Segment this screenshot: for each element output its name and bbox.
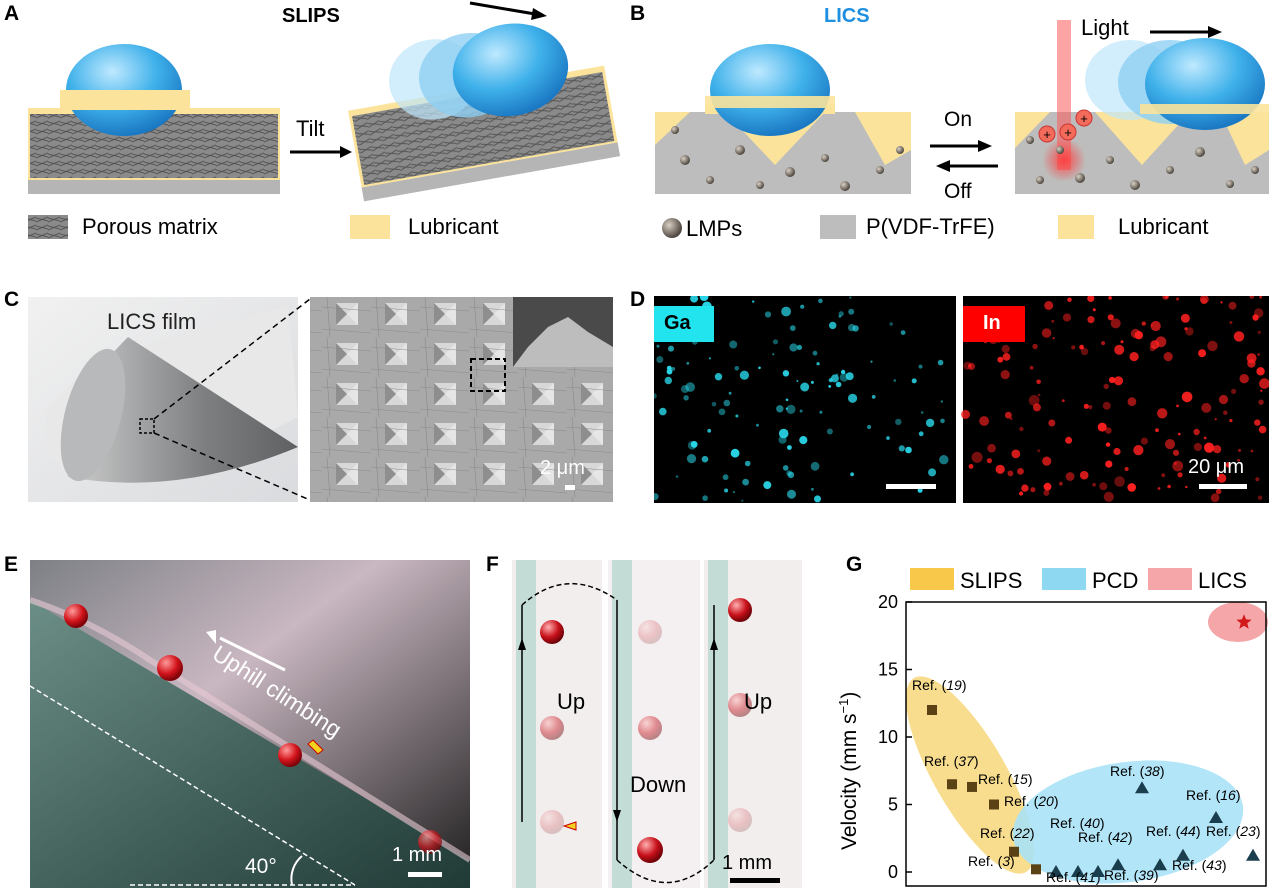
marker-lics-star [1236, 614, 1252, 629]
marker-pcd-0 [1135, 781, 1149, 794]
ref-label-16: Ref. (16) [1186, 787, 1240, 803]
tilt-label: Tilt [296, 116, 325, 141]
marker-slips-0 [927, 705, 937, 715]
plot-frame [905, 601, 1267, 887]
ref-label-38: Ref. (38) [1110, 763, 1164, 779]
velocity-chart: 0 5 10 15 20 Ref. (19) Ref. (37)Ref. (15) Ref. … [878, 592, 1268, 887]
ref-label-42: Ref. (42) [1078, 829, 1132, 845]
legend-lmps: LMPs [686, 216, 743, 241]
pcd-cluster [1012, 760, 1244, 884]
ref-label-39: Ref. (39) [1104, 867, 1158, 883]
down-label: Down [630, 772, 687, 797]
slips-cluster [905, 676, 1035, 874]
marker-pcd-2 [1176, 848, 1190, 861]
scale-bar-e: 1 mm [392, 844, 442, 866]
legend-lics: LICS [1198, 568, 1247, 593]
svg-text:+: + [1064, 125, 1072, 140]
marker-slips-2 [967, 781, 977, 792]
marker-pcd-4 [1111, 858, 1125, 871]
marker-slips-1 [947, 779, 957, 790]
ref-label-37: Ref. (37) [924, 753, 978, 769]
panel-label-f: F [486, 553, 499, 576]
lics-droplet-right [1145, 38, 1265, 130]
slips-droplet-right [452, 23, 569, 117]
panel-label-c: C [4, 288, 20, 311]
ref-label-43: Ref. (43) [1172, 857, 1226, 873]
panel-label-g: G [846, 553, 863, 576]
porous-matrix-icon [28, 215, 68, 239]
legend-slips-swatch [910, 568, 954, 590]
slips-title: SLIPS [282, 5, 340, 27]
angle-label: 40° [245, 855, 277, 878]
eds-maps [654, 296, 1269, 503]
legend-slips: SLIPS [960, 568, 1023, 593]
lics-film-photo [28, 297, 613, 502]
lics-title: LICS [824, 5, 870, 27]
panel-label-d: D [630, 288, 646, 311]
legend-pvdf: P(VDF-TrFE) [866, 214, 995, 239]
ga-label: Ga [664, 312, 691, 334]
up-label-1: Up [557, 689, 586, 714]
y-tick-label-15: 15 [878, 660, 898, 680]
in-badge [963, 306, 1025, 342]
climbing-sequence-photo [512, 560, 802, 888]
ref-label-44: Ref. (44) [1146, 823, 1200, 839]
lubricant-icon-a [350, 215, 390, 239]
lics-film-label: LICS film [107, 309, 197, 334]
scale-bar-c: 2 μm [540, 457, 585, 479]
legend-pcd-swatch [1042, 568, 1086, 590]
scale-bar-f: 1 mm [722, 852, 772, 874]
pvdf-icon [820, 215, 856, 239]
legend-lubricant-a: Lubricant [408, 214, 499, 239]
on-label: On [944, 108, 973, 131]
y-tick-label-10: 10 [878, 727, 898, 747]
marker-slips-3 [989, 799, 999, 810]
ref-label-40: Ref. (40) [1050, 815, 1104, 831]
marker-pcd-1 [1209, 811, 1223, 823]
ref-label-19: Ref. (19) [912, 677, 966, 693]
ref-label-22: Ref. (22) [980, 825, 1034, 841]
slips-schematic [28, 1, 621, 239]
ref-label-3: Ref. (3) [968, 853, 1015, 869]
y-tick-label-5: 5 [888, 795, 898, 815]
y-tick-label-0: 0 [888, 862, 898, 882]
marker-slips-5 [1031, 864, 1041, 875]
legend-lubricant-b: Lubricant [1118, 214, 1209, 239]
marker-pcd-8 [1091, 865, 1105, 877]
panel-label-e: E [4, 553, 19, 576]
legend-porous-matrix: Porous matrix [82, 214, 218, 239]
legend-pcd: PCD [1092, 568, 1139, 593]
off-label: Off [944, 180, 972, 203]
uphill-photo [30, 560, 470, 888]
ga-badge [654, 306, 714, 342]
ref-label-15: Ref. (15) [978, 771, 1032, 787]
svg-text:+: + [1043, 127, 1051, 142]
ref-label-20: Ref. (20) [1004, 793, 1058, 809]
in-label: In [983, 312, 1001, 334]
y-tick-label-20: 20 [878, 592, 898, 612]
up-label-2: Up [744, 689, 773, 714]
light-label: Light [1081, 15, 1129, 40]
lubricant-icon-b [1058, 215, 1094, 239]
lics-cluster [1208, 602, 1268, 642]
lics-schematic: + + + [655, 20, 1269, 239]
marker-pcd-6 [1049, 865, 1063, 877]
marker-pcd-7 [1071, 865, 1085, 877]
panel-label-a: A [4, 2, 20, 25]
scale-bar-d: 20 μm [1188, 456, 1244, 478]
marker-pcd-5 [1153, 858, 1167, 871]
ref-label-23: Ref. (23) [1206, 823, 1260, 839]
marker-pcd-3 [1246, 848, 1260, 861]
lmp-icon [662, 218, 682, 238]
y-axis-label: Velocity (mm s−1) [836, 691, 861, 850]
marker-slips-4 [1009, 846, 1019, 857]
legend-lics-swatch [1148, 568, 1192, 590]
panel-label-b: B [630, 2, 646, 25]
slips-substrate-left [28, 180, 280, 194]
lics-droplet-left [710, 44, 830, 136]
svg-text:+: + [1080, 111, 1088, 126]
